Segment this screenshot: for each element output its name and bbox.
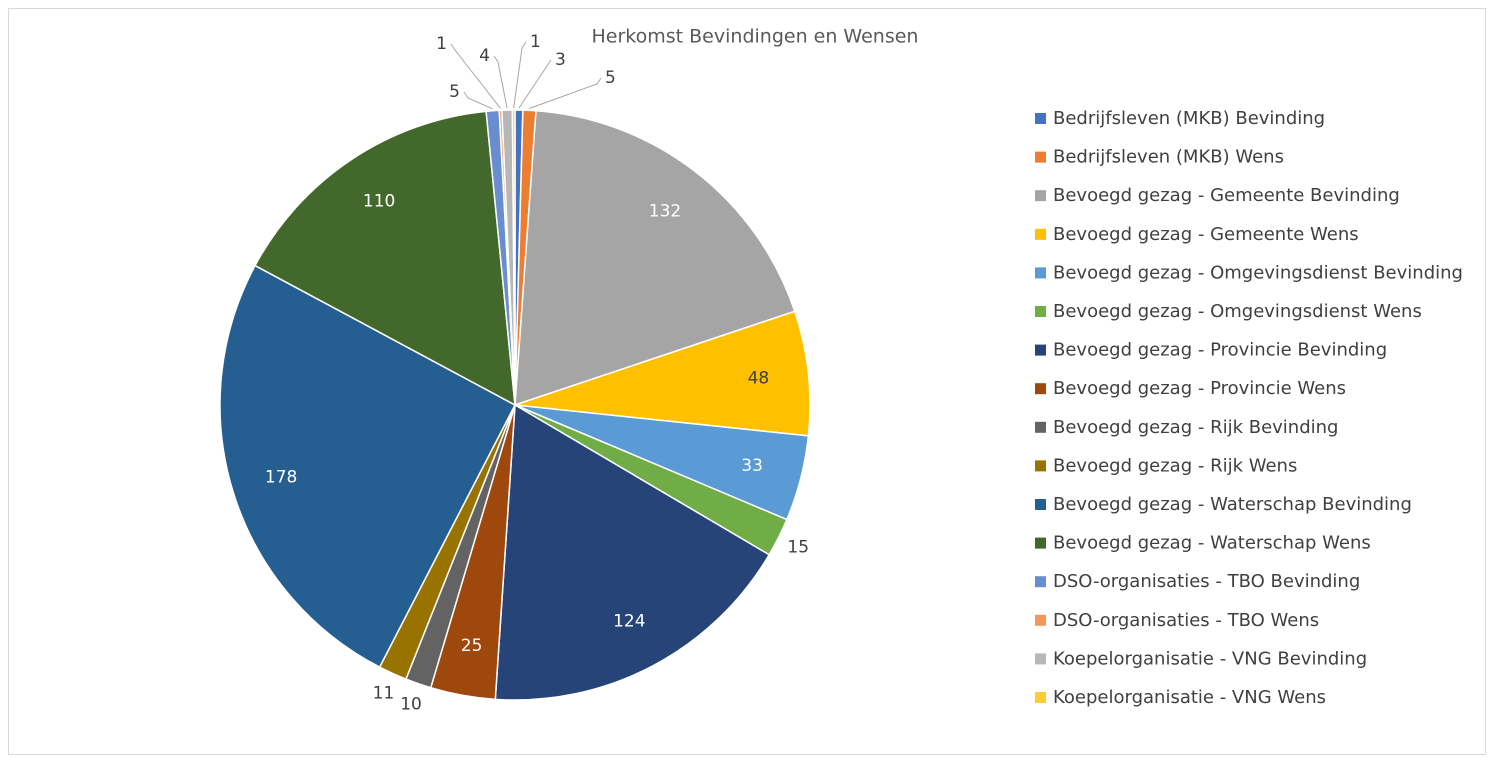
legend-label: Bevoegd gezag - Provincie Wens	[1053, 378, 1346, 399]
data-label: 3	[555, 50, 566, 70]
pie-slice	[254, 110, 516, 407]
data-label: 132	[649, 201, 681, 221]
legend-swatch	[1035, 151, 1046, 163]
legend-swatch	[1035, 267, 1046, 279]
data-label: 48	[748, 368, 770, 388]
data-label: 124	[613, 612, 645, 632]
data-label: 110	[363, 191, 395, 211]
leader-line	[513, 41, 527, 109]
legend-swatch	[1035, 499, 1046, 510]
leader-line	[493, 55, 508, 109]
chart-frame	[8, 8, 1486, 755]
legend-label: DSO-organisaties - TBO Wens	[1053, 610, 1319, 631]
legend-label: Bevoegd gezag - Omgevingsdienst Bevindin…	[1053, 262, 1463, 283]
legend-swatch	[1035, 383, 1046, 395]
legend-swatch	[1035, 306, 1046, 317]
legend-swatch	[1035, 113, 1046, 124]
data-label: 5	[605, 68, 616, 88]
legend-label: Bevoegd gezag - Gemeente Wens	[1053, 224, 1359, 245]
data-label: 11	[373, 683, 395, 703]
data-label: 1	[436, 34, 447, 54]
legend-label: Bevoegd gezag - Gemeente Bevinding	[1053, 185, 1400, 206]
leader-line	[529, 77, 602, 109]
pie-slice	[514, 310, 811, 437]
legend-swatch	[1035, 653, 1046, 665]
legend-label: Bevoegd gezag - Omgevingsdienst Wens	[1053, 301, 1422, 322]
legend-swatch	[1035, 692, 1046, 703]
legend-label: Bevoegd gezag - Rijk Wens	[1053, 455, 1297, 476]
data-label: 33	[741, 456, 763, 476]
pie-slice	[514, 109, 796, 407]
legend-swatch	[1035, 460, 1046, 472]
legend-label: Bedrijfsleven (MKB) Bevinding	[1053, 108, 1325, 129]
data-label: 25	[461, 636, 483, 656]
pie-slice	[494, 403, 771, 701]
data-label: 5	[449, 82, 460, 102]
legend-label: Bedrijfsleven (MKB) Wens	[1053, 147, 1284, 168]
legend-swatch	[1035, 576, 1046, 588]
legend-label: Bevoegd gezag - Rijk Bevinding	[1053, 417, 1338, 438]
data-label: 4	[479, 46, 490, 66]
legend-label: DSO-organisaties - TBO Bevinding	[1053, 571, 1360, 592]
legend-swatch	[1035, 614, 1046, 626]
data-label: 1	[530, 32, 541, 52]
legend-label: Bevoegd gezag - Waterschap Wens	[1053, 533, 1371, 554]
leader-line	[518, 59, 552, 109]
chart-title: Herkomst Bevindingen en Wensen	[592, 26, 919, 48]
legend-swatch	[1035, 421, 1046, 433]
legend-swatch	[1035, 537, 1046, 549]
legend-label: Bevoegd gezag - Waterschap Bevinding	[1053, 494, 1412, 515]
data-label: 178	[265, 468, 297, 488]
leader-line	[463, 91, 493, 110]
legend-swatch	[1035, 344, 1046, 356]
legend-swatch	[1035, 228, 1046, 240]
data-label: 15	[787, 537, 809, 557]
legend-label: Bevoegd gezag - Provincie Bevinding	[1053, 340, 1387, 361]
legend-swatch	[1035, 190, 1046, 202]
pie-slice	[511, 109, 516, 406]
legend-label: Koepelorganisatie - VNG Bevinding	[1053, 648, 1367, 669]
data-label: 10	[400, 694, 422, 714]
legend-label: Koepelorganisatie - VNG Wens	[1053, 687, 1326, 708]
leader-line	[450, 43, 501, 109]
